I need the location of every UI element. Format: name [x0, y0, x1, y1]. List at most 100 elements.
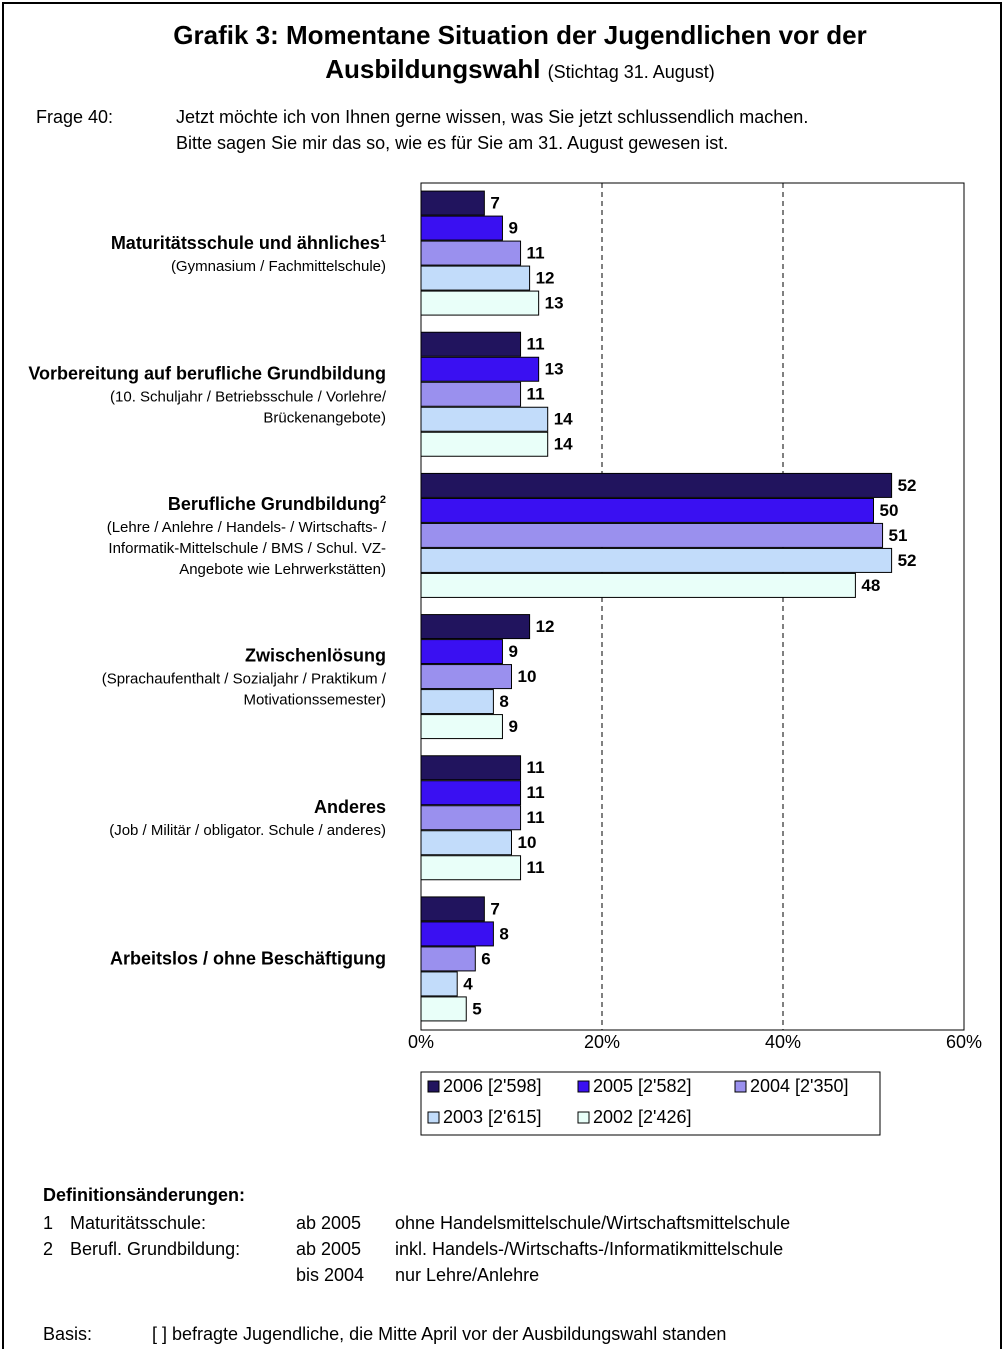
bar	[420, 689, 494, 715]
bar	[420, 497, 874, 523]
bar	[420, 406, 549, 432]
bar	[420, 780, 522, 806]
data-label: 11	[527, 244, 545, 263]
bar	[420, 356, 540, 382]
bar	[420, 896, 485, 922]
category-label: Maturitätsschule und ähnliches1 (Gymnasiu…	[24, 231, 386, 277]
category-detail: (Sprachaufenthalt / Sozialjahr / Praktik…	[101, 670, 386, 688]
definition-period: bis 2004	[296, 1265, 364, 1285]
data-label: 14	[554, 410, 573, 429]
legend-swatch	[734, 1080, 747, 1093]
data-label: 9	[508, 219, 517, 238]
bar	[420, 472, 893, 498]
bar	[420, 572, 856, 598]
category-detail: (10. Schuljahr / Betriebsschule / Vorleh…	[110, 388, 386, 406]
definition-period: ab 2005	[296, 1239, 361, 1259]
data-label: 8	[499, 924, 508, 943]
question-line: Bitte sagen Sie mir das so, wie es für S…	[176, 133, 729, 153]
bar	[420, 381, 522, 407]
data-label: 11	[527, 758, 545, 777]
bar	[420, 290, 540, 316]
definition-period: ab 2005	[296, 1213, 361, 1233]
data-label: 50	[880, 501, 899, 520]
data-label: 10	[518, 833, 537, 852]
category-title: Vorbereitung auf berufliche Grundbildung	[24, 361, 386, 386]
chart-subtitle: (Stichtag 31. August)	[547, 62, 715, 82]
category-label: Vorbereitung auf berufliche Grundbildung…	[24, 361, 386, 428]
bar	[420, 240, 522, 266]
bar	[420, 431, 549, 457]
x-tick-label: 40%	[765, 1032, 801, 1052]
plot-border	[420, 182, 965, 1031]
data-label: 12	[536, 269, 555, 288]
bar	[420, 639, 503, 665]
category-detail: Motivationssemester)	[243, 691, 386, 709]
data-label: 9	[508, 642, 517, 661]
category-name: Maturitätsschule und ähnliches	[110, 232, 380, 253]
legend-label: 2004 [2'350]	[750, 1076, 849, 1096]
category-name: Anderes	[313, 797, 386, 818]
x-tick-label: 0%	[408, 1032, 434, 1052]
category-detail: (Lehre / Anlehre / Handels- / Wirtschaft…	[106, 518, 386, 536]
category-detail: (Gymnasium / Fachmittelschule)	[170, 257, 386, 275]
data-label: 7	[490, 899, 499, 918]
data-label: 14	[554, 435, 573, 454]
data-label: 12	[536, 617, 555, 636]
definition-number: 2	[43, 1239, 53, 1259]
data-label: 10	[518, 667, 537, 686]
bar	[420, 755, 522, 781]
data-label: 11	[527, 335, 545, 354]
x-tick-label: 60%	[946, 1032, 982, 1052]
bar	[420, 921, 494, 947]
data-label: 13	[545, 294, 564, 313]
category-title: Maturitätsschule und ähnliches1	[24, 231, 386, 256]
bar	[420, 830, 512, 856]
bar	[420, 190, 485, 216]
definition-text: inkl. Handels-/Wirtschafts-/Informatikmi…	[395, 1239, 783, 1259]
footnote-mark: 2	[379, 493, 386, 506]
definition-label: Berufl. Grundbildung:	[70, 1239, 240, 1259]
data-label: 52	[898, 476, 917, 495]
bar	[420, 614, 531, 640]
data-label: 8	[499, 692, 508, 711]
category-name: Vorbereitung auf berufliche Grundbildung	[28, 363, 386, 384]
basis-label: Basis:	[43, 1324, 92, 1344]
definition-number: 1	[43, 1213, 53, 1233]
question-label: Frage 40:	[36, 107, 114, 127]
bar	[420, 855, 522, 881]
basis-text: [ ] befragte Jugendliche, die Mitte Apri…	[152, 1324, 726, 1344]
data-label: 52	[898, 551, 917, 570]
legend-swatch	[577, 1111, 590, 1124]
bar	[420, 522, 884, 548]
bar	[420, 265, 531, 291]
bar	[420, 946, 476, 972]
title-block: Grafik 3: Momentane Situation der Jugend…	[90, 18, 950, 89]
legend-swatch	[577, 1080, 590, 1093]
x-tick-label: 20%	[584, 1032, 620, 1052]
legend-label: 2002 [2'426]	[593, 1107, 692, 1127]
data-label: 11	[527, 858, 545, 877]
category-detail: (Job / Militär / obligator. Schule / and…	[109, 822, 386, 840]
category-label: Arbeitslos / ohne Beschäftigung	[24, 947, 386, 972]
data-label: 9	[508, 717, 517, 736]
footnote-mark: 1	[379, 232, 386, 245]
category-detail: Brückenangebote)	[263, 409, 386, 427]
category-label: Berufliche Grundbildung2 (Lehre / Anlehre…	[24, 492, 386, 580]
definition-text: nur Lehre/Anlehre	[395, 1265, 539, 1285]
bar	[420, 664, 512, 690]
bar	[420, 996, 467, 1022]
legend-label: 2005 [2'582]	[593, 1076, 692, 1096]
legend-label: 2003 [2'615]	[443, 1107, 542, 1127]
bar	[420, 805, 522, 831]
category-title: Zwischenlösung	[24, 644, 386, 669]
category-name: Zwischenlösung	[244, 645, 386, 666]
definition-label: Maturitätsschule:	[70, 1213, 206, 1233]
category-title: Anderes	[24, 795, 386, 820]
data-label: 5	[472, 999, 481, 1018]
legend-swatch	[427, 1080, 440, 1093]
chart-title: Grafik 3: Momentane Situation der Jugend…	[173, 20, 867, 84]
data-label: 11	[527, 385, 545, 404]
